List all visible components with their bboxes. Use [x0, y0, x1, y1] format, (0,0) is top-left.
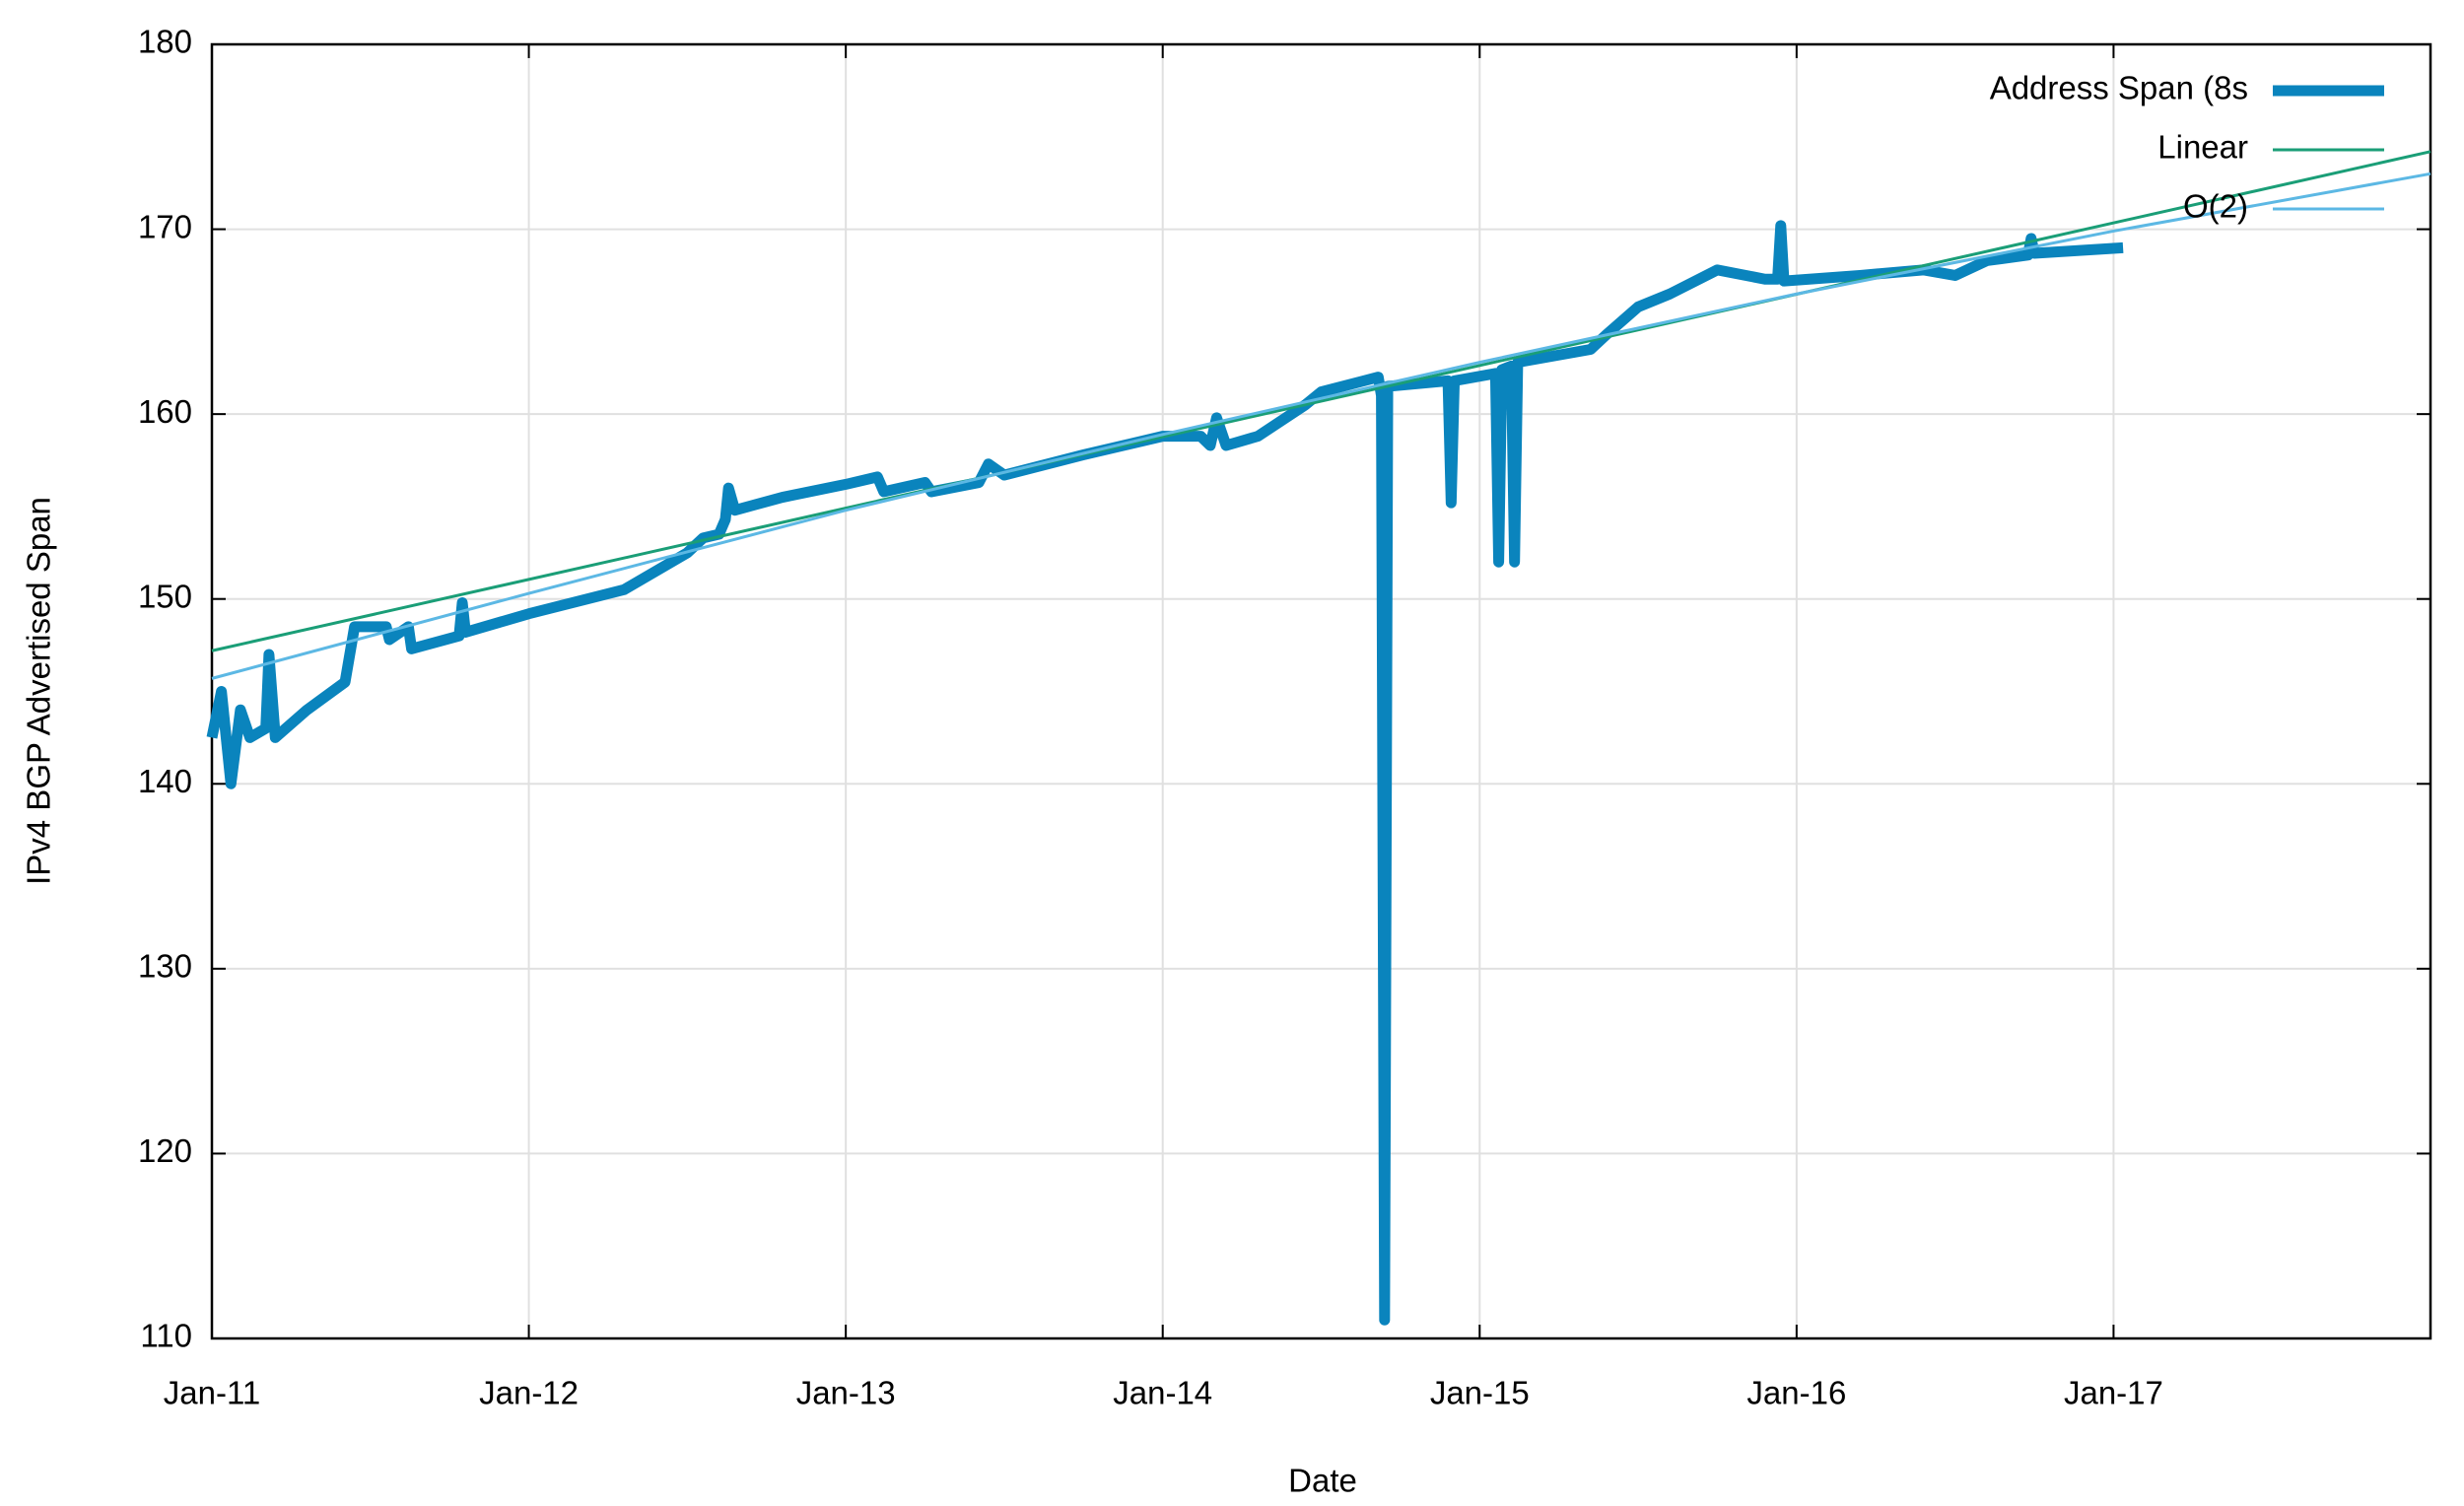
y-tick-label: 140: [138, 763, 192, 799]
x-tick-label: Jan-12: [479, 1375, 579, 1411]
legend-label: O(2): [2183, 188, 2248, 225]
y-tick-label: 180: [138, 24, 192, 60]
y-axis-label: IPv4 BGP Advertised Span: [21, 497, 57, 885]
x-tick-label: Jan-14: [1113, 1375, 1212, 1411]
x-tick-label: Jan-17: [2064, 1375, 2163, 1411]
y-tick-label: 110: [140, 1318, 192, 1354]
series-line: [211, 171, 2431, 680]
y-tick-label: 170: [138, 208, 192, 244]
legend-label: Linear: [2157, 129, 2248, 166]
x-tick-label: Jan-15: [1430, 1375, 1530, 1411]
legend-label: Address Span (8s: [1990, 70, 2248, 106]
y-tick-label: 160: [138, 393, 192, 430]
y-tick-label: 130: [138, 948, 192, 985]
x-axis-label: Date: [1288, 1463, 1357, 1499]
plot-frame: [210, 42, 2432, 1340]
x-tick-label: Jan-11: [164, 1375, 260, 1411]
series-line: [211, 150, 2431, 652]
y-tick-label: 150: [138, 578, 192, 614]
y-tick-label: 120: [138, 1132, 192, 1169]
x-tick-label: Jan-16: [1746, 1375, 1846, 1411]
x-tick-label: Jan-13: [796, 1375, 896, 1411]
series-line: [206, 220, 2124, 1326]
